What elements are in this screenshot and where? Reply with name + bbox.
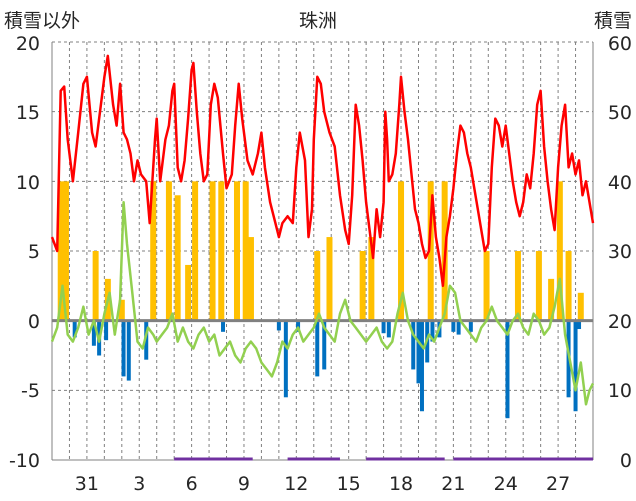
orange-bar xyxy=(150,181,157,321)
left-tick-label: 0 xyxy=(28,311,40,333)
chart-title: 珠洲 xyxy=(299,10,337,32)
blue-bar xyxy=(386,320,391,338)
blue-bar xyxy=(283,320,288,398)
orange-bar xyxy=(368,237,375,321)
red-series-line xyxy=(50,54,595,288)
orange-bar xyxy=(242,181,249,321)
right-axis-ticks: 60 50 40 30 20 10 0 xyxy=(608,33,632,472)
orange-bar xyxy=(577,292,584,321)
orange-bar xyxy=(548,278,555,321)
x-axis-ticks: 31 3 6 9 12 15 18 21 24 27 xyxy=(75,473,570,495)
orange-bar xyxy=(57,181,64,321)
orange-bar xyxy=(247,237,254,321)
left-tick-label: 5 xyxy=(28,241,40,263)
orange-bar xyxy=(62,181,69,321)
orange-bar xyxy=(209,181,216,321)
orange-bar xyxy=(174,195,181,321)
right-tick-label: 40 xyxy=(608,172,632,194)
blue-bar xyxy=(381,320,386,334)
x-tick-label: 27 xyxy=(546,473,570,495)
blue-bar xyxy=(419,320,424,412)
right-tick-label: 0 xyxy=(620,450,632,472)
blue-bar xyxy=(430,320,435,342)
orange-bar xyxy=(514,251,521,321)
right-tick-label: 50 xyxy=(608,102,632,124)
blue-bar xyxy=(126,320,131,381)
left-tick-label: 20 xyxy=(16,33,40,55)
orange-bar xyxy=(427,181,434,321)
orange-bar xyxy=(359,251,366,321)
blue-bar xyxy=(121,320,126,377)
orange-bar xyxy=(192,181,199,321)
orange-bar xyxy=(556,181,563,321)
blue-bar xyxy=(451,320,456,332)
x-tick-label: 21 xyxy=(441,473,465,495)
orange-bar xyxy=(185,264,192,321)
blue-bar xyxy=(573,320,578,412)
left-tick-label: -5 xyxy=(21,380,40,402)
blue-bar xyxy=(221,320,226,332)
x-tick-label: 3 xyxy=(133,473,145,495)
orange-bar xyxy=(326,237,333,321)
blue-bar xyxy=(276,320,281,331)
blue-bar xyxy=(456,320,461,335)
left-tick-label: 10 xyxy=(16,172,40,194)
orange-bar xyxy=(483,251,490,321)
x-tick-label: 12 xyxy=(284,473,308,495)
right-tick-label: 60 xyxy=(608,33,632,55)
x-tick-label: 15 xyxy=(337,473,361,495)
left-axis-title: 積雪以外 xyxy=(4,10,80,32)
orange-bar xyxy=(165,181,172,321)
orange-bar xyxy=(398,181,405,321)
right-tick-label: 10 xyxy=(608,380,632,402)
blue-bar xyxy=(91,320,96,346)
blue-bar xyxy=(72,320,77,338)
right-tick-label: 30 xyxy=(608,241,632,263)
blue-bar xyxy=(468,320,473,332)
orange-bar xyxy=(233,181,240,321)
x-tick-label: 31 xyxy=(75,473,99,495)
blue-bar xyxy=(315,320,320,377)
orange-bar xyxy=(314,251,321,321)
orange-bar-series xyxy=(57,181,584,321)
blue-bar-series xyxy=(72,320,582,419)
right-axis-title: 積雪 xyxy=(594,10,632,32)
blue-bar xyxy=(144,320,149,360)
green-series-line xyxy=(50,200,595,406)
orange-bar xyxy=(535,251,542,321)
orange-bar xyxy=(118,299,125,321)
blue-bar xyxy=(104,320,109,341)
blue-bar xyxy=(296,320,301,332)
x-tick-label: 18 xyxy=(389,473,413,495)
blue-bar xyxy=(505,320,510,419)
left-tick-label: -10 xyxy=(9,450,40,472)
blue-bar xyxy=(411,320,416,370)
right-tick-label: 20 xyxy=(608,311,632,333)
left-axis-ticks: 20 15 10 5 0 -5 -10 xyxy=(9,33,40,472)
x-tick-label: 9 xyxy=(238,473,250,495)
orange-bar xyxy=(218,181,225,321)
blue-bar xyxy=(577,320,582,330)
left-tick-label: 15 xyxy=(16,102,40,124)
orange-bar xyxy=(565,251,572,321)
x-tick-label: 24 xyxy=(494,473,518,495)
blue-bar xyxy=(416,320,421,384)
orange-bar xyxy=(92,251,99,321)
blue-bar xyxy=(322,320,327,370)
x-tick-label: 6 xyxy=(186,473,198,495)
